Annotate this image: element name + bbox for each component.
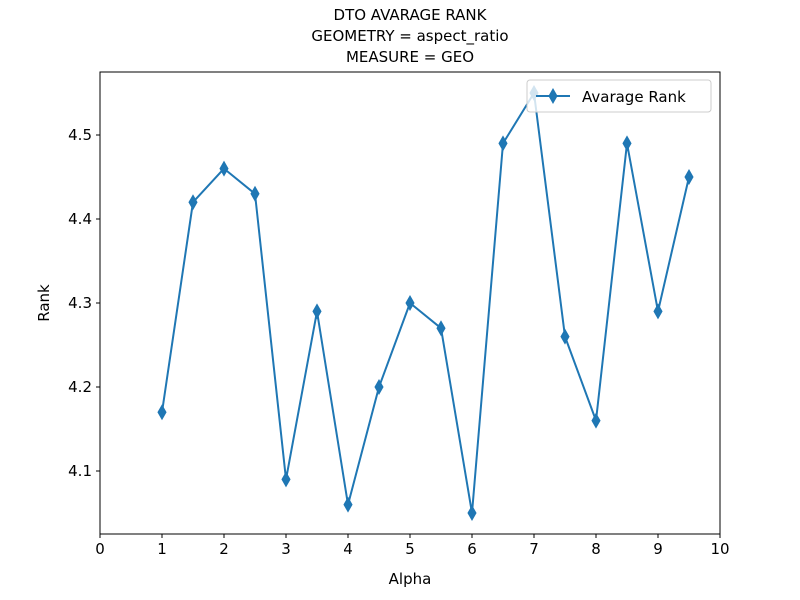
x-axis-ticks: 0 1 2 3 4 5 6 7 8 9 10: [95, 534, 730, 558]
data-point-marker: [436, 320, 446, 337]
x-axis-label: Alpha: [389, 570, 432, 588]
y-axis-label: Rank: [35, 284, 53, 322]
data-point-marker: [467, 504, 477, 522]
data-point-marker: [622, 135, 632, 152]
legend: Avarage Rank: [526, 79, 712, 113]
legend-label: Avarage Rank: [582, 88, 686, 106]
x-tick-label: 7: [529, 540, 539, 558]
x-tick-label: 8: [591, 540, 601, 558]
y-tick-label: 4.2: [68, 378, 92, 396]
x-tick-label: 9: [653, 540, 663, 558]
x-tick-label: 6: [467, 540, 477, 558]
x-tick-label: 10: [710, 540, 729, 558]
series-line: [161, 92, 690, 514]
data-point-marker: [343, 496, 353, 513]
data-point-marker: [157, 404, 167, 421]
y-axis-ticks: 4.1 4.2 4.3 4.4 4.5: [68, 126, 100, 480]
x-tick-label: 1: [157, 540, 167, 558]
data-point-marker: [498, 135, 508, 152]
y-tick-label: 4.4: [68, 210, 92, 228]
chart-title: DTO AVARAGE RANK GEOMETRY = aspect_ratio…: [311, 6, 508, 66]
data-point-marker: [250, 185, 260, 202]
title-line-3: MEASURE = GEO: [346, 48, 474, 66]
legend-box: [526, 79, 712, 113]
x-tick-label: 2: [219, 540, 229, 558]
x-tick-label: 5: [405, 540, 415, 558]
y-tick-label: 4.5: [68, 126, 92, 144]
title-line-2: GEOMETRY = aspect_ratio: [311, 27, 508, 46]
data-point-marker: [653, 303, 663, 320]
x-tick-label: 0: [95, 540, 105, 558]
x-tick-label: 3: [281, 540, 291, 558]
data-point-marker: [374, 378, 384, 396]
data-point-marker: [312, 303, 322, 320]
y-tick-label: 4.1: [68, 462, 92, 480]
y-tick-label: 4.3: [68, 294, 92, 312]
data-point-marker: [560, 328, 570, 345]
data-point-marker: [591, 412, 601, 429]
series-layer: [157, 84, 694, 522]
title-line-1: DTO AVARAGE RANK: [334, 6, 488, 24]
data-point-marker: [188, 194, 198, 211]
data-point-marker: [219, 160, 229, 177]
x-tick-label: 4: [343, 540, 353, 558]
data-point-marker: [405, 294, 415, 312]
data-point-marker: [684, 168, 694, 186]
data-point-marker: [281, 471, 291, 488]
legend-marker-swatch: [548, 87, 558, 105]
